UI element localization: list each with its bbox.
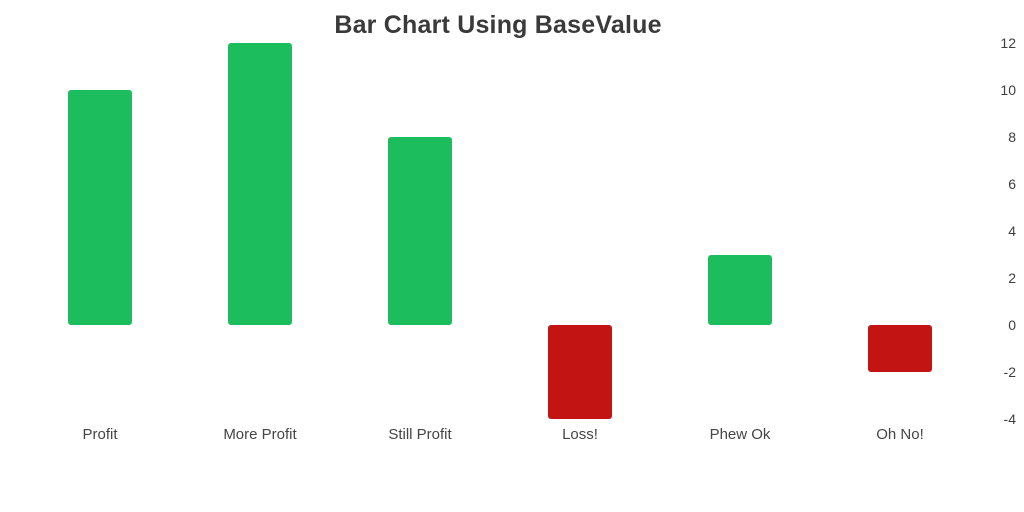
bar-more-profit: [228, 43, 292, 325]
y-axis-tick: -4: [1003, 411, 1016, 427]
x-axis-label: Profit: [82, 426, 118, 443]
y-axis-tick: 0: [1008, 317, 1016, 333]
bar-still-profit: [388, 137, 452, 325]
chart-title: Bar Chart Using BaseValue: [334, 11, 662, 39]
x-axis-label: Still Profit: [388, 426, 452, 443]
y-axis-tick: 2: [1008, 270, 1016, 286]
y-axis-tick: 10: [1000, 82, 1016, 98]
y-axis-tick: -2: [1003, 364, 1016, 380]
y-axis-tick: 6: [1008, 176, 1016, 192]
y-axis-tick: 8: [1008, 129, 1016, 145]
y-axis-tick: 4: [1008, 223, 1016, 239]
x-axis-label: Phew Ok: [709, 426, 771, 443]
x-axis-label: More Profit: [223, 426, 297, 443]
y-axis-tick: 12: [1000, 35, 1016, 51]
x-axis-label: Oh No!: [876, 426, 924, 443]
bar-profit: [68, 90, 132, 325]
bar-phew-ok: [708, 254, 772, 325]
bar-loss: [548, 325, 612, 419]
x-axis-label: Loss!: [562, 426, 598, 443]
bar-oh-no: [868, 325, 932, 372]
